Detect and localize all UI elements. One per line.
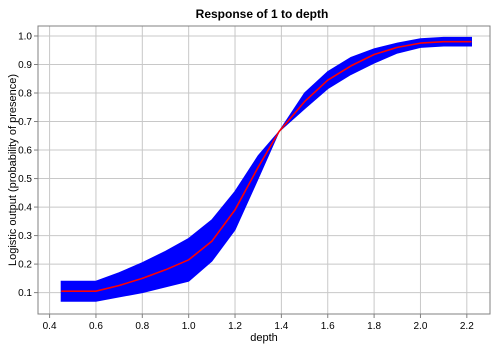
x-tick-label: 2.2 [460,321,474,332]
x-tick-label: 2.0 [414,321,428,332]
y-tick-label: 0.6 [18,146,32,157]
chart-title: Response of 1 to depth [196,7,329,21]
x-axis-ticks: 0.4 0.6 0.8 1.0 1.2 1.4 1.6 1.8 2.0 2.2 [43,314,474,332]
x-tick-label: 1.4 [274,321,288,332]
y-tick-label: 0.2 [18,260,32,271]
x-tick-label: 1.6 [321,321,335,332]
y-tick-label: 0.4 [18,203,32,214]
confidence-band-layer [60,36,472,302]
x-axis-label: depth [250,332,278,344]
x-tick-label: 0.4 [43,321,57,332]
y-tick-label: 0.5 [18,174,32,185]
plot-frame [37,25,491,315]
y-tick-label: 0.9 [18,60,32,71]
plot-area [38,26,490,314]
y-tick-label: 0.7 [18,117,32,128]
y-tick-label: 0.3 [18,231,32,242]
y-tick-label: 1.0 [18,31,32,42]
confidence-band [60,36,472,302]
x-tick-label: 1.0 [182,321,196,332]
y-axis-label: Logistic output (probability of presence… [7,74,19,266]
x-tick-label: 0.8 [135,321,149,332]
grid-lines [38,26,490,314]
y-axis-ticks: 0.1 0.2 0.3 0.4 0.5 0.6 0.7 0.8 0.9 1.0 [18,31,38,299]
y-tick-label: 0.1 [18,288,32,299]
x-tick-label: 1.2 [228,321,242,332]
x-tick-label: 0.6 [89,321,103,332]
x-tick-label: 1.8 [367,321,381,332]
mean-response-line [61,40,472,293]
mean-response-layer [61,40,472,293]
y-tick-label: 0.8 [18,89,32,100]
